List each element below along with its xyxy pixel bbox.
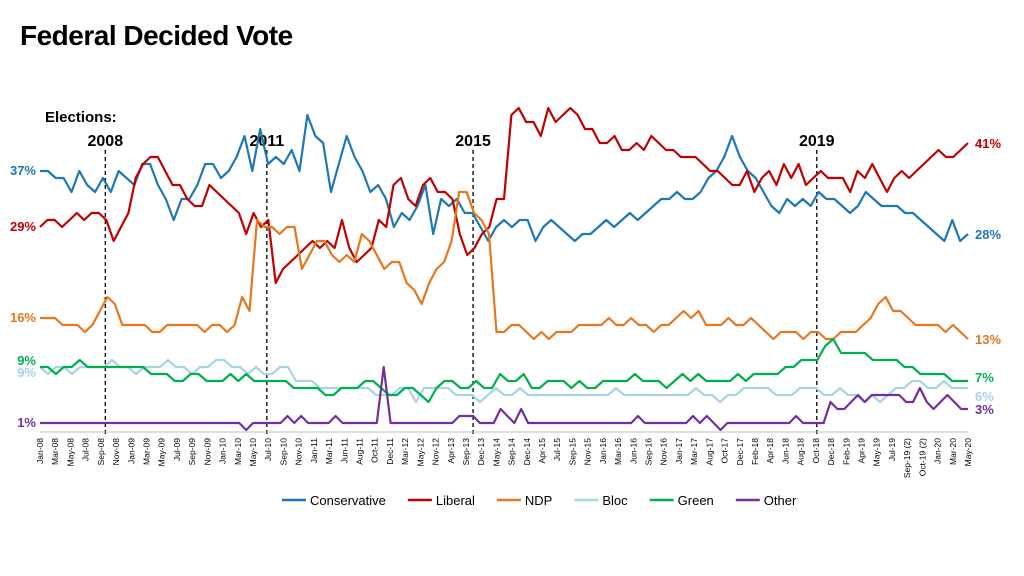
end-label-liberal: 41%: [975, 136, 1001, 151]
x-tick-label: Aug-18: [796, 438, 806, 466]
legend-label-ndp: NDP: [525, 493, 552, 508]
x-tick-label: Jan-20: [933, 438, 943, 464]
x-tick-label: May-10: [248, 438, 258, 467]
x-tick-label: Jan-11: [309, 438, 319, 464]
x-tick-label: Dec-13: [476, 438, 486, 466]
x-tick-label: Sep-14: [507, 438, 517, 466]
x-tick-label: Oct-18: [811, 438, 821, 464]
legend-label-green: Green: [678, 493, 714, 508]
x-tick-label: Jan-08: [35, 438, 45, 464]
x-tick-label: Dec-18: [826, 438, 836, 466]
series-line-ndp: [40, 190, 969, 341]
series-line-other: [40, 365, 968, 432]
x-tick-label: Jan-16: [598, 438, 608, 464]
x-tick-label: Mar-16: [613, 438, 623, 465]
lines-layer: [39, 106, 969, 432]
x-tick-label: Jul-15: [552, 438, 562, 461]
election-label-2011: 2011: [249, 133, 284, 150]
series-line-conservative: [40, 113, 969, 243]
start-label-green: 9%: [17, 353, 36, 368]
legend: Conservative Liberal NDP Bloc Green Other: [282, 493, 797, 508]
x-tick-label: Jan-17: [674, 438, 684, 464]
legend-label-liberal: Liberal: [436, 493, 475, 508]
x-tick-label: Dec-17: [735, 438, 745, 466]
start-label-bloc: 9%: [17, 365, 36, 380]
x-tick-label: Mar-12: [400, 438, 410, 465]
end-label-bloc: 6%: [975, 389, 994, 404]
x-tick-label: Nov-08: [111, 438, 121, 466]
x-tick-label: Oct-17: [720, 438, 730, 464]
legend-label-bloc: Bloc: [602, 493, 628, 508]
end-label-green: 7%: [975, 370, 994, 385]
x-tick-label: Mar-10: [233, 438, 243, 465]
x-tick-label: Jul-10: [263, 438, 273, 461]
x-tick-label: Mar-17: [689, 438, 699, 465]
x-tick-label: May-12: [415, 438, 425, 467]
start-label-conservative: 37%: [10, 163, 36, 178]
x-tick-label: Nov-09: [202, 438, 212, 466]
start-label-liberal: 29%: [10, 219, 36, 234]
start-label-other: 1%: [17, 415, 36, 430]
series-line-liberal: [39, 106, 969, 285]
x-tick-label: Mar-11: [324, 438, 334, 465]
x-tick-label: Sep-16: [644, 438, 654, 466]
end-label-conservative: 28%: [975, 227, 1001, 242]
election-label-2008: 2008: [88, 133, 124, 150]
x-tick-label: Feb-19: [841, 438, 851, 465]
start-label-ndp: 16%: [10, 310, 36, 325]
x-tick-label: Sep-09: [187, 438, 197, 466]
x-tick-label: Jun-11: [339, 438, 349, 464]
x-tick-label: May-14: [491, 438, 501, 467]
x-tick-label: Nov-12: [431, 438, 441, 466]
labels-layer: 37% 28% 29% 41% 16% 13% 9% 6% 9% 7% 1% 3%: [10, 136, 1001, 430]
series-line-green: [40, 337, 968, 404]
legend-label-other: Other: [764, 493, 797, 508]
elections-layer: Elections: 2008 2011 2015 2019: [45, 109, 835, 434]
x-tick-label: Apr-15: [537, 438, 547, 464]
x-tick-label: May-09: [157, 438, 167, 467]
elections-header: Elections:: [45, 109, 117, 126]
x-tick-label: Sep-08: [96, 438, 106, 466]
x-tick-label: Apr-19: [857, 438, 867, 464]
end-label-ndp: 13%: [975, 332, 1001, 347]
x-tick-label: Nov-16: [659, 438, 669, 466]
x-tick-label: May-19: [872, 438, 882, 467]
x-tick-label: Jun-16: [628, 438, 638, 464]
election-label-2015: 2015: [455, 133, 491, 150]
x-tick-label: Feb-18: [750, 438, 760, 465]
x-tick-label: Jul-09: [172, 438, 182, 461]
legend-label-conservative: Conservative: [310, 493, 386, 508]
x-tick-label: Sep-15: [568, 438, 578, 466]
x-tick-label: Aug-17: [704, 438, 714, 466]
x-tick-label: Jul-08: [81, 438, 91, 461]
x-tick-label: May-20: [963, 438, 973, 467]
x-tick-label: Jun-18: [780, 438, 790, 464]
x-tick-label: Mar-08: [50, 438, 60, 465]
end-label-other: 3%: [975, 402, 994, 417]
x-tick-label: Dec-14: [522, 438, 532, 466]
series-line-bloc: [39, 358, 968, 404]
x-tick-label: Nov-10: [294, 438, 304, 466]
x-tick-label: Oct-19 (2): [917, 438, 927, 476]
election-label-2019: 2019: [799, 133, 835, 150]
x-tick-label: Mar-09: [142, 438, 152, 465]
x-tick-label: Nov-15: [583, 438, 593, 466]
x-tick-label: Mar-20: [948, 438, 958, 465]
page-title: Federal Decided Vote: [20, 20, 293, 51]
x-axis: Jan-08 Mar-08 May-08 Jul-08 Sep-08 Nov-08 Jan-…: [35, 431, 973, 478]
x-tick-label: Jan-09: [126, 438, 136, 464]
x-tick-label: Sep-19 (2): [902, 438, 912, 478]
x-tick-label: May-08: [65, 438, 75, 467]
x-tick-label: Oct-11: [370, 438, 380, 463]
x-tick-label: Dec-11: [385, 438, 395, 465]
x-tick-label: Jul-19: [887, 438, 897, 461]
x-tick-label: Jan-10: [218, 438, 228, 464]
x-tick-label: Sep-10: [278, 438, 288, 466]
x-tick-label: Sep-13: [461, 438, 471, 466]
x-tick-label: Apr-13: [446, 438, 456, 464]
x-tick-label: Apr-18: [765, 438, 775, 464]
x-tick-label: Aug-11: [355, 438, 365, 465]
